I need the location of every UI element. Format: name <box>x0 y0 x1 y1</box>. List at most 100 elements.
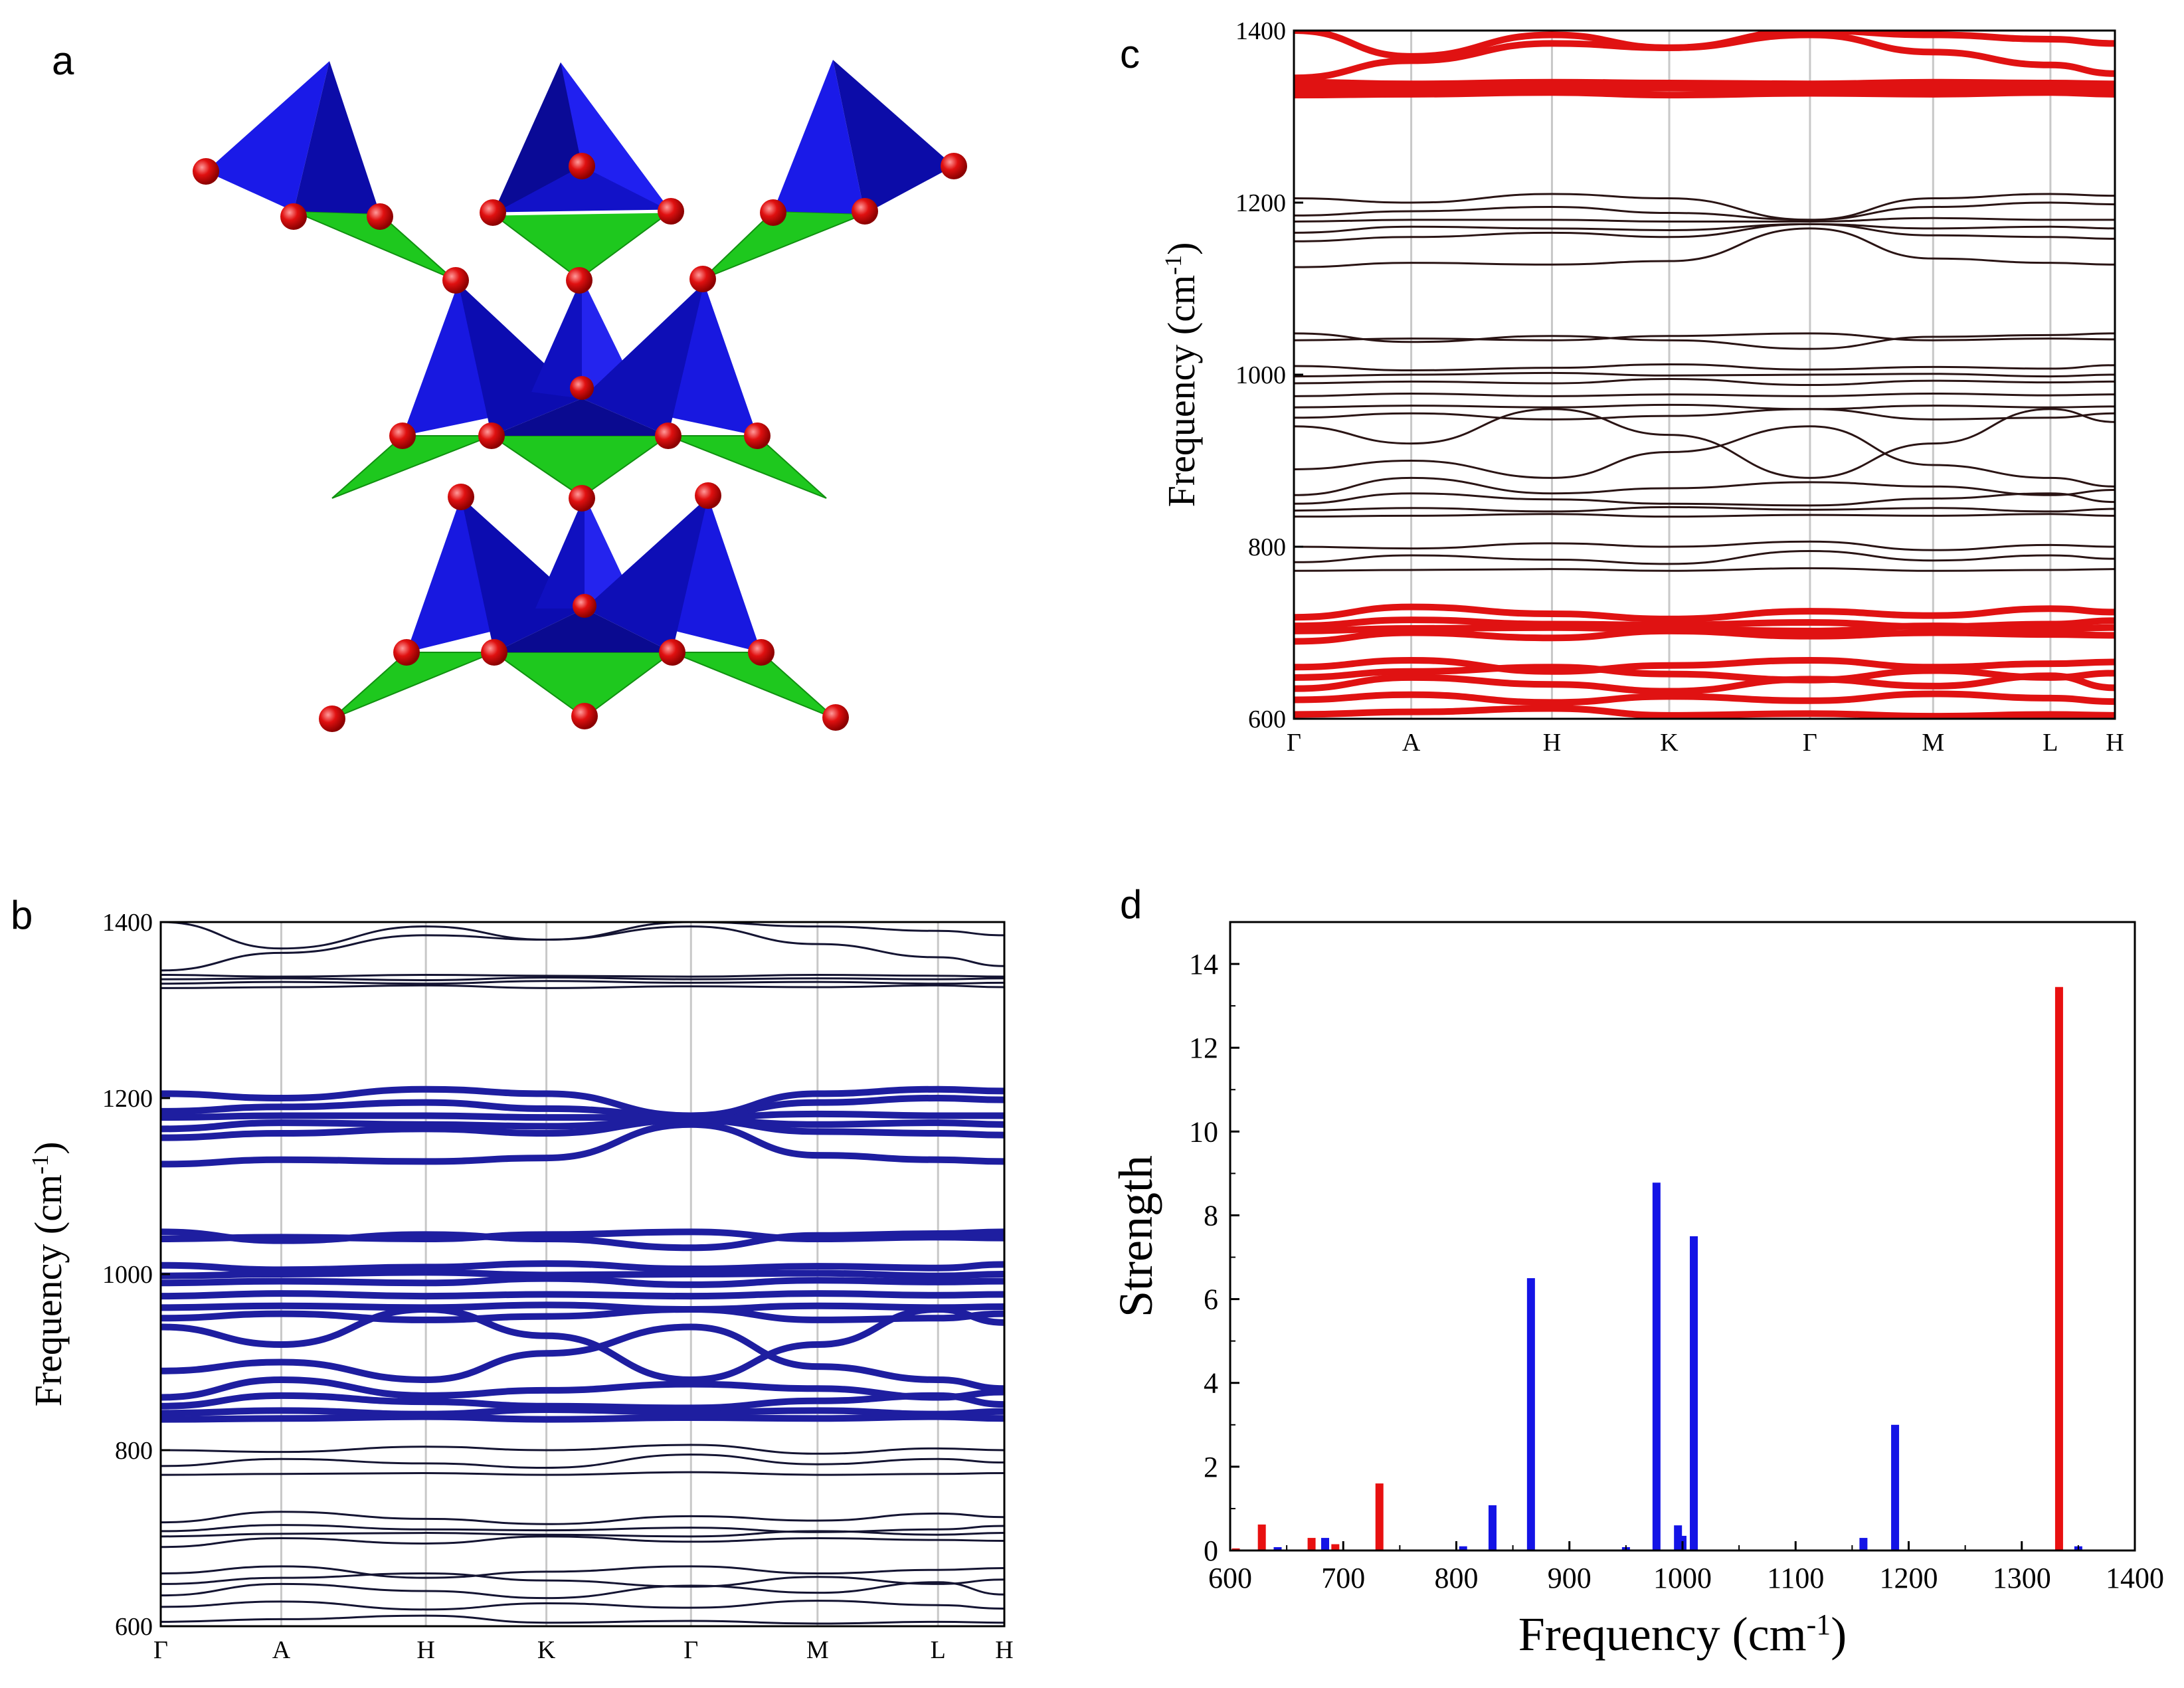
y-tick-label: 800 <box>1248 533 1286 561</box>
atom <box>822 704 849 731</box>
kpoint-label: H <box>416 1636 434 1664</box>
band-line <box>1294 223 2115 242</box>
strength-bar-red <box>1375 1483 1384 1550</box>
band-line-highlighted <box>161 1301 1004 1313</box>
strength-bar-red <box>1231 1548 1240 1550</box>
band-line <box>1294 193 2115 221</box>
band-line <box>1294 227 2115 268</box>
green-triangle-mid-right <box>668 435 827 499</box>
kpoint-label: L <box>931 1636 946 1664</box>
band-line-highlighted <box>1294 31 2115 60</box>
band-line-highlighted <box>1294 664 2115 684</box>
y-tick-label: 12 <box>1189 1032 1218 1064</box>
y-tick-label: 1000 <box>102 1261 153 1289</box>
band-line <box>1294 540 2115 551</box>
x-tick-label: 800 <box>1435 1562 1479 1594</box>
tetrahedron-top-left <box>206 61 380 214</box>
atom <box>442 267 469 294</box>
band-line <box>161 925 1004 972</box>
green-triangle-bot-right <box>672 652 836 719</box>
band-line <box>161 1535 1004 1548</box>
tetrahedron-top-right <box>773 60 954 214</box>
band-line <box>161 1530 1004 1538</box>
panel-label-b: b <box>11 893 33 937</box>
strength-bar-red <box>1307 1538 1316 1550</box>
band-line-highlighted <box>161 1305 1004 1323</box>
band-line <box>161 1524 1004 1533</box>
band-line-highlighted <box>1294 84 2115 94</box>
x-tick-label: 1000 <box>1653 1562 1712 1594</box>
y-tick-label: 600 <box>1248 705 1286 733</box>
band-line <box>161 1581 1004 1600</box>
y-tick-label: 6 <box>1204 1283 1218 1316</box>
y-tick-label: 8 <box>1204 1199 1218 1232</box>
y-tick-label: 14 <box>1189 948 1218 981</box>
atom <box>659 639 685 666</box>
y-tick-label: 800 <box>115 1437 153 1465</box>
band-line <box>1294 217 2115 223</box>
atom <box>744 422 771 449</box>
x-tick-label: 600 <box>1208 1562 1252 1594</box>
atom <box>481 639 507 666</box>
band-line-highlighted <box>161 1117 1004 1133</box>
band-line <box>161 922 1004 950</box>
atom <box>689 266 716 292</box>
band-line <box>1294 408 2115 479</box>
atom <box>478 422 505 449</box>
band-line <box>161 1471 1004 1476</box>
band-line-highlighted <box>161 1376 1004 1401</box>
atom <box>367 203 393 230</box>
x-tick-label: 1400 <box>2106 1562 2164 1594</box>
band-line-highlighted <box>1294 690 2115 706</box>
atom <box>193 158 219 185</box>
y-tick-label: 4 <box>1204 1367 1218 1400</box>
band-line <box>1294 332 2115 341</box>
kpoint-label: H <box>995 1636 1013 1664</box>
tetrahedra-bottom-row <box>407 496 761 652</box>
band-line <box>1294 403 2115 411</box>
band-structure-b: 600 800 1000 1200 1400 Γ A H K Γ M L H Frequency (c… <box>27 909 1014 1664</box>
band-line-highlighted <box>1294 603 2115 622</box>
band-line-highlighted <box>161 1121 1004 1168</box>
x-axis-label: Frequency (cm-1) <box>1518 1608 1847 1661</box>
band-line-highlighted <box>161 1275 1004 1288</box>
kpoint-label: M <box>1922 729 1944 757</box>
atom <box>319 705 345 732</box>
x-tick-label: 1300 <box>1993 1562 2051 1594</box>
kpoint-label: Γ <box>153 1636 168 1664</box>
band-line <box>161 1511 1004 1525</box>
band-line-highlighted <box>1294 656 2115 675</box>
green-triangle-top-right <box>702 210 865 280</box>
band-line <box>161 1444 1004 1455</box>
band-line <box>1294 377 2115 387</box>
band-line-highlighted <box>161 1406 1004 1418</box>
strength-bars <box>1231 986 2082 1550</box>
band-line <box>161 980 1004 985</box>
strength-bar-blue <box>1690 1236 1698 1550</box>
panel-label-c: c <box>1120 32 1140 76</box>
atom <box>566 267 592 294</box>
atom <box>571 703 598 729</box>
y-tick-label: 10 <box>1189 1115 1218 1148</box>
x-tick-label: 1200 <box>1880 1562 1938 1594</box>
band-line-highlighted <box>161 1110 1004 1121</box>
strength-bar-blue <box>1488 1505 1497 1550</box>
band-line <box>1294 492 2115 507</box>
band-line-highlighted <box>161 1085 1004 1119</box>
band-line-highlighted <box>161 1392 1004 1412</box>
band-line <box>1294 506 2115 513</box>
band-line-highlighted <box>161 1323 1004 1392</box>
atom <box>941 153 967 179</box>
band-line <box>1294 332 2115 350</box>
y-tick-label: 1200 <box>102 1085 153 1113</box>
band-line <box>161 1572 1004 1588</box>
y-axis-label: Frequency (cm-1) <box>27 1142 70 1407</box>
strength-bar-blue <box>1321 1538 1330 1550</box>
x-tick-label: 900 <box>1548 1562 1592 1594</box>
atom <box>569 153 595 179</box>
band-line <box>1294 223 2115 234</box>
strength-bar-blue <box>1859 1538 1868 1550</box>
band-line <box>1294 408 2115 421</box>
